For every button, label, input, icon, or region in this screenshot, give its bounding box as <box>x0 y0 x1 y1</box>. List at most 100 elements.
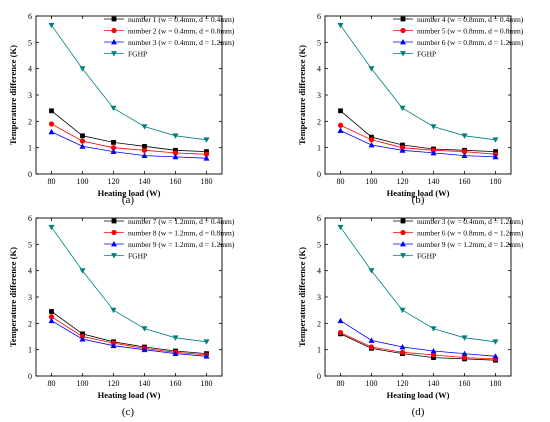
legend-label: FGHP <box>417 251 436 260</box>
x-tick-label: 160 <box>170 177 182 186</box>
y-tick-label: 6 <box>28 12 32 21</box>
legend-label: number 8 (w = 1.2mm, d = 0.8mm) <box>128 228 235 237</box>
legend: number 1 (w = 0.4mm, d = 0.4mm) number 2 … <box>104 15 235 58</box>
legend-marker <box>400 27 406 34</box>
data-point <box>493 149 498 155</box>
y-tick-label: 4 <box>28 65 32 74</box>
series-line <box>340 320 496 357</box>
series-line <box>51 226 207 343</box>
data-point <box>430 149 437 156</box>
y-tick-label: 2 <box>28 117 32 126</box>
x-axis-label: Heating load (W) <box>98 188 161 198</box>
data-point <box>172 335 179 341</box>
panel-caption: (d) <box>412 406 425 418</box>
legend: number 7 (w = 1.2mm, d = 0.4mm) number 8 … <box>104 217 235 260</box>
x-tick-label: 120 <box>397 379 409 388</box>
series-line <box>340 24 496 141</box>
data-point <box>368 137 375 143</box>
x-axis-label: Heating load (W) <box>387 188 450 198</box>
data-point <box>79 66 86 72</box>
series-line <box>51 24 207 141</box>
legend-marker <box>111 51 117 57</box>
legend-label: number 9 (w = 1.2mm, d = 1.2mm) <box>128 240 235 249</box>
chart-panel-b: 80 100 120 140 160 180 0 1 2 3 4 5 6 Heating load (W)… <box>297 12 524 206</box>
data-point <box>461 354 468 361</box>
data-point <box>399 349 406 355</box>
data-point <box>461 133 468 139</box>
y-tick-label: 2 <box>28 319 32 328</box>
data-point <box>399 105 406 112</box>
legend-label: number 3 (w = 0.4mm, d = 1.2mm) <box>128 38 235 47</box>
legend-label: number 7 (w = 1.2mm, d = 0.4mm) <box>128 217 235 226</box>
data-point <box>368 66 375 72</box>
x-tick-label: 180 <box>201 177 213 186</box>
legend-marker <box>111 27 117 34</box>
data-point <box>111 140 116 145</box>
series-3 <box>337 224 499 345</box>
data-point <box>461 149 468 155</box>
data-point <box>492 153 499 160</box>
data-point <box>430 326 437 332</box>
x-tick-label: 160 <box>459 379 471 388</box>
data-point <box>141 326 148 332</box>
series-line <box>340 130 496 158</box>
series-2 <box>337 317 499 359</box>
x-tick-label: 100 <box>77 379 89 388</box>
x-tick-label: 140 <box>428 379 440 388</box>
y-tick-label: 3 <box>28 293 32 302</box>
series-0 <box>338 108 498 155</box>
x-tick-label: 120 <box>108 379 120 388</box>
y-tick-label: 1 <box>28 144 32 153</box>
data-point <box>368 344 375 350</box>
y-tick-label: 0 <box>317 372 321 381</box>
series-line <box>51 131 207 159</box>
x-tick-label: 180 <box>490 379 502 388</box>
data-point <box>369 134 374 140</box>
legend-marker <box>111 253 117 259</box>
series-0 <box>49 108 209 155</box>
data-point <box>492 353 499 359</box>
y-tick-label: 6 <box>317 214 321 223</box>
x-tick-label: 120 <box>108 177 120 186</box>
data-point <box>430 352 437 358</box>
series-line <box>51 320 207 357</box>
chart-panel-d: 80 100 120 140 160 180 0 1 2 3 4 5 6 Heating load (W)… <box>297 214 524 418</box>
y-tick-label: 4 <box>317 267 321 276</box>
x-tick-label: 140 <box>139 379 151 388</box>
data-point <box>430 124 437 130</box>
y-axis-label: Temperature difference (K) <box>297 45 307 145</box>
series-1 <box>48 314 210 358</box>
x-tick-label: 140 <box>139 177 151 186</box>
legend-marker <box>400 253 406 259</box>
series-line <box>51 316 207 356</box>
y-tick-label: 5 <box>28 240 32 249</box>
data-point <box>203 353 210 359</box>
series-1 <box>337 329 499 362</box>
series-1 <box>48 121 210 157</box>
data-point <box>368 268 375 274</box>
data-point <box>49 309 54 314</box>
y-tick-label: 1 <box>317 346 321 355</box>
y-tick-label: 3 <box>28 91 32 100</box>
data-point <box>337 224 344 231</box>
series-2 <box>48 317 210 359</box>
series-line <box>51 110 207 152</box>
x-tick-label: 80 <box>337 379 345 388</box>
legend-marker <box>400 39 406 45</box>
data-point <box>141 152 148 158</box>
data-point <box>110 148 117 155</box>
data-point <box>337 329 344 336</box>
legend: number 4 (w = 0.8mm, d = 0.4mm) number 5 … <box>393 15 524 58</box>
x-tick-label: 180 <box>201 379 213 388</box>
x-tick-label: 140 <box>428 177 440 186</box>
data-point <box>110 307 117 314</box>
data-point <box>203 137 210 143</box>
data-point <box>49 108 54 114</box>
y-tick-label: 6 <box>317 12 321 21</box>
legend-label: number 3 (w = 0.4mm, d = 1.2mm) <box>417 217 524 226</box>
x-tick-label: 180 <box>490 177 502 186</box>
series-line <box>340 110 496 152</box>
series-line <box>340 332 496 360</box>
legend-label: number 1 (w = 0.4mm, d = 0.4mm) <box>128 15 235 24</box>
panel-caption: (c) <box>122 406 135 418</box>
